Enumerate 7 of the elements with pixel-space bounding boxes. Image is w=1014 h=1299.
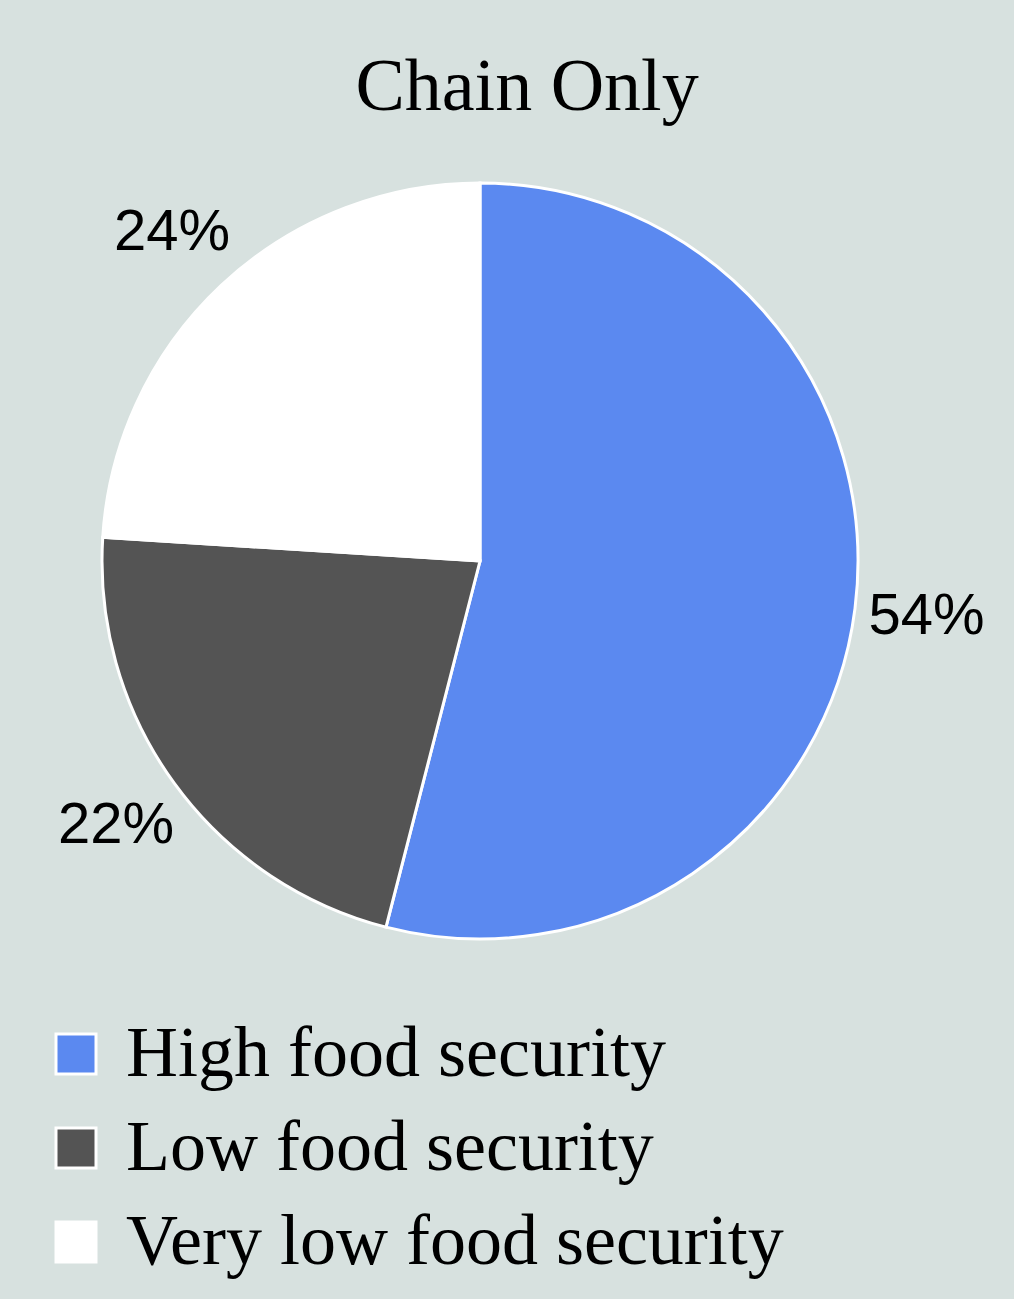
legend-label: High food security [126, 1012, 666, 1092]
legend-label: Low food security [126, 1106, 654, 1186]
legend-label: Very low food security [126, 1200, 784, 1280]
data-label: 54% [868, 581, 985, 647]
data-label: 24% [113, 196, 230, 262]
chart-title: Chain Only [355, 44, 699, 126]
data-label: 22% [57, 789, 174, 855]
